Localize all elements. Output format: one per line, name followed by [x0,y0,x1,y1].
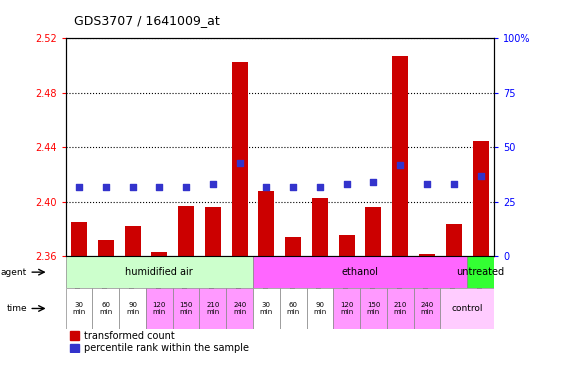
Bar [440,288,494,329]
Text: untreated: untreated [456,267,505,277]
Text: 90
min: 90 min [126,302,139,315]
Point [342,181,351,187]
Text: ethanol: ethanol [341,267,379,277]
Text: 240
min: 240 min [233,302,246,315]
Bar [205,207,221,257]
Text: 90
min: 90 min [313,302,327,315]
Text: percentile rank within the sample: percentile rank within the sample [83,343,248,353]
Bar [413,288,440,329]
Bar [253,288,280,329]
Text: 30
min: 30 min [73,302,86,315]
Text: 120
min: 120 min [340,302,353,315]
Text: 210
min: 210 min [393,302,407,315]
Text: 150
min: 150 min [367,302,380,315]
Point [476,173,485,179]
Bar [98,240,114,257]
Text: 30
min: 30 min [260,302,273,315]
Bar [253,257,467,288]
Point [155,184,164,190]
Bar [66,288,93,329]
Bar [71,222,87,257]
Bar [339,235,355,257]
Bar [146,288,173,329]
Bar [307,288,333,329]
Bar [365,207,381,257]
Point [449,181,459,187]
Text: humidified air: humidified air [126,267,193,277]
Bar [173,288,199,329]
Text: 120
min: 120 min [152,302,166,315]
Bar [392,56,408,257]
Bar [258,191,275,257]
Text: 60
min: 60 min [99,302,112,315]
Point [369,179,378,185]
Bar [70,344,79,352]
Point [128,184,137,190]
Point [182,184,191,190]
Bar [419,254,435,257]
Point [262,184,271,190]
Bar [232,61,248,257]
Point [288,184,297,190]
Text: 240
min: 240 min [420,302,433,315]
Bar [119,288,146,329]
Bar [226,288,253,329]
Text: transformed count: transformed count [83,331,174,341]
Point [74,184,83,190]
Bar [66,257,253,288]
Text: 60
min: 60 min [287,302,300,315]
Text: 210
min: 210 min [206,302,220,315]
Bar [446,224,462,257]
Bar [280,288,307,329]
Bar [467,257,494,288]
Bar [387,288,413,329]
Bar [312,198,328,257]
Text: time: time [6,304,27,313]
Point [101,184,110,190]
Bar [360,288,387,329]
Bar [151,252,167,257]
Text: agent: agent [1,268,27,276]
Point [315,184,324,190]
Text: control: control [452,304,483,313]
Point [208,181,218,187]
Bar [333,288,360,329]
Bar [178,206,194,257]
Bar [199,288,226,329]
Bar [70,331,79,340]
Bar [285,237,301,257]
Bar [124,227,140,257]
Bar [473,141,489,257]
Point [396,162,405,168]
Point [423,181,432,187]
Bar [93,288,119,329]
Text: GDS3707 / 1641009_at: GDS3707 / 1641009_at [74,14,220,27]
Point [235,160,244,166]
Text: 150
min: 150 min [179,302,193,315]
